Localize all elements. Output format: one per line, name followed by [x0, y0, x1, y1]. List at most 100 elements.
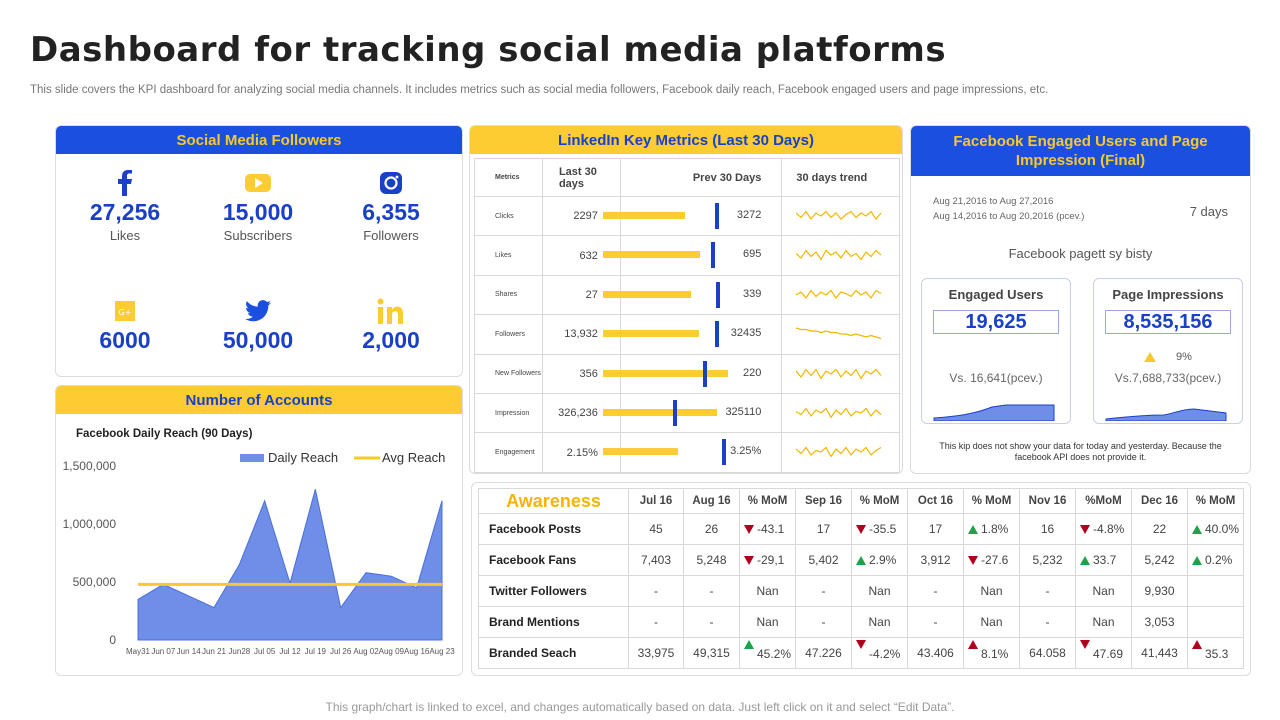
page-impressions-vs: Vs.7,688,733(pcev.)	[1114, 371, 1222, 385]
awareness-cell-value: -43.1	[757, 522, 785, 536]
awareness-cell-value: -29,1	[757, 553, 785, 567]
awareness-cell: -	[907, 575, 964, 607]
linkedin-marker	[716, 281, 721, 308]
awareness-cell-value: 40.0%	[1205, 522, 1240, 536]
awareness-header-row: Awareness Jul 16 Aug 16% MoM Sep 16% MoM Oc…	[478, 488, 1244, 514]
awareness-cell: 3,053	[1131, 606, 1188, 638]
awareness-row: Branded Seach 33,975 49,315 45.2% 47.226 -4.2…	[478, 637, 1244, 669]
awareness-cell: 5,242	[1131, 544, 1188, 576]
linkedin-bar-cell: 32435	[602, 314, 783, 355]
page-impressions-change-value: 9%	[1176, 351, 1192, 363]
x-tick-label: Jul 12	[279, 647, 301, 656]
awareness-cell: 7,403	[628, 544, 684, 576]
awareness-column-header: Oct 16	[907, 488, 964, 514]
awareness-row: Brand Mentions - - Nan - Nan - Nan - Nan 3,053	[478, 606, 1244, 638]
facebook-days: 7 days	[1189, 204, 1228, 219]
linkedin-bar	[602, 290, 692, 298]
awareness-table: Awareness Jul 16 Aug 16% MoM Sep 16% MoM Oc…	[478, 488, 1244, 669]
awareness-cell: 3,912	[907, 544, 964, 576]
legend-daily-reach: Daily Reach	[268, 450, 338, 465]
instagram-followers-label: Followers	[363, 228, 419, 243]
x-tick-label: Jun 14	[177, 647, 202, 656]
linkedin-header-row: Metrics Last 30 days Prev 30 Days 30 day…	[474, 158, 900, 197]
x-tick-label: May31	[126, 647, 151, 656]
awareness-cell: Nan	[1075, 606, 1132, 638]
awareness-cell-value: 35.3	[1205, 647, 1229, 661]
linkedin-bar	[602, 369, 728, 377]
page-impressions-change: 9%	[1094, 351, 1242, 363]
awareness-cell: 49,315	[683, 637, 740, 669]
awareness-cell-value: 47.69	[1093, 647, 1124, 661]
awareness-cell: 22	[1131, 513, 1188, 545]
awareness-cell: 17	[795, 513, 852, 545]
instagram-icon	[326, 168, 456, 198]
col-metrics: Metrics	[474, 158, 543, 197]
trend-line	[796, 327, 882, 340]
accounts-title: Number of Accounts	[56, 386, 462, 414]
linkedin-bar	[602, 251, 701, 259]
arrow-up-icon	[1080, 556, 1090, 566]
awareness-cell: -	[683, 606, 740, 638]
trend-line	[796, 210, 882, 221]
x-tick-label: Jun28	[228, 647, 250, 656]
awareness-cell: -	[795, 575, 852, 607]
followers-twitter: 50,000	[193, 296, 323, 354]
awareness-row: Twitter Followers - - Nan - Nan - Nan - Nan 9,930	[478, 575, 1244, 607]
linkedin-metric-name: Impression	[474, 392, 543, 434]
awareness-cell: 5,232	[1019, 544, 1076, 576]
awareness-row-label: Facebook Posts	[478, 513, 629, 545]
awareness-cell: 35.3	[1187, 637, 1244, 669]
awareness-cell: 26	[683, 513, 740, 545]
linkedin-marker	[702, 360, 707, 387]
linkedin-prev-30: 3.25%	[730, 445, 762, 458]
linkedin-bar-wrap	[602, 197, 753, 235]
arrow-up-icon	[1192, 556, 1202, 566]
arrow-up-icon	[968, 525, 978, 535]
accounts-chart-subtitle: Facebook Daily Reach (90 Days)	[76, 428, 253, 440]
awareness-cell-value: 0.2%	[1205, 553, 1233, 567]
followers-card: Social Media Followers 27,256 Likes 15,0…	[55, 125, 463, 377]
linkedin-bar-wrap	[602, 394, 753, 432]
linkedin-marker	[714, 321, 719, 348]
awareness-cell: Nan	[739, 575, 796, 607]
linkedin-row: Likes 632 695	[474, 235, 900, 276]
linkedin-trend-cell	[781, 235, 900, 276]
followers-google-plus: G+ 6000	[60, 296, 190, 354]
awareness-cell: -	[628, 606, 684, 638]
awareness-row-label: Branded Seach	[478, 637, 629, 669]
linkedin-trend-sparkline	[796, 249, 882, 262]
linkedin-row: New Followers 356 220	[474, 353, 900, 394]
linkedin-trend-sparkline	[796, 407, 882, 419]
x-tick-label: Aug 23	[429, 647, 455, 656]
awareness-column-header: % MoM	[963, 488, 1020, 514]
awareness-cell	[1187, 575, 1244, 607]
arrow-up-icon	[1192, 640, 1202, 649]
awareness-cell	[1187, 606, 1244, 638]
linkedin-bar-wrap	[602, 433, 753, 471]
daily-reach-area	[137, 489, 443, 641]
linkedin-bar-wrap	[602, 236, 753, 274]
awareness-cell-value: 1.8%	[981, 522, 1009, 536]
linkedin-trend-cell	[781, 353, 900, 394]
linkedin-metrics-table: Metrics Last 30 days Prev 30 Days 30 day…	[474, 158, 900, 473]
linkedin-prev-30: 695	[742, 248, 762, 261]
linkedin-bar	[602, 212, 685, 219]
linkedin-metric-name: Shares	[474, 274, 543, 316]
arrow-up-icon	[744, 640, 754, 649]
trend-line	[796, 368, 882, 380]
followers-instagram: 6,355 Followers	[326, 168, 456, 243]
arrow-down-icon	[856, 525, 866, 535]
facebook-date-ranges: Aug 21,2016 to Aug 27,2016 Aug 14,2016 t…	[933, 194, 1084, 224]
linkedin-bar-cell: 339	[602, 274, 783, 316]
trend-line	[796, 289, 882, 299]
awareness-cell: Nan	[963, 575, 1020, 607]
linkedin-bar	[602, 448, 679, 456]
awareness-cell: -	[907, 606, 964, 638]
page-impressions-value: 8,535,156	[1105, 310, 1231, 334]
followers-facebook: 27,256 Likes	[60, 168, 190, 243]
awareness-cell: 17	[907, 513, 964, 545]
y-tick-label: 500,000	[73, 575, 117, 589]
awareness-cell: 33,975	[628, 637, 684, 669]
awareness-cell-value: 45.2%	[757, 647, 792, 661]
awareness-column-header: %MoM	[1075, 488, 1132, 514]
